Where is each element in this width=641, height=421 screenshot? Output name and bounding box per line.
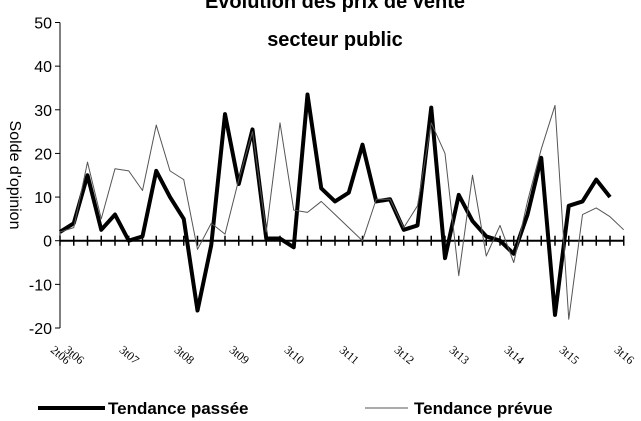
- legend-label: Tendance passée: [108, 399, 248, 418]
- chart-title: Évolution des prix de vente: [205, 0, 465, 13]
- y-axis-label: Solde d'opinion: [6, 121, 23, 230]
- x-tick-label: 3t14: [502, 343, 527, 367]
- legend-label: Tendance prévue: [414, 399, 553, 418]
- y-tick-label: 50: [34, 16, 52, 33]
- legend: Tendance passée Tendance prévue: [38, 399, 553, 418]
- y-tick-label: 0: [43, 234, 52, 251]
- y-tick-label: -20: [29, 321, 52, 338]
- x-tick-label: 3t10: [282, 343, 307, 367]
- y-tick-label: 40: [34, 59, 52, 76]
- series-line: [59, 104, 625, 320]
- y-tick-label: 10: [34, 190, 52, 207]
- x-tick-label: 3t16: [612, 343, 637, 367]
- y-tick-label: 20: [34, 146, 52, 163]
- x-tick-label: 3t07: [117, 343, 142, 367]
- y-tick-label: 30: [34, 103, 52, 120]
- x-tick-label: 3t15: [557, 343, 582, 367]
- x-tick-label: 3t09: [227, 343, 252, 367]
- x-tick-label: 3t08: [172, 343, 197, 367]
- y-tick-label: -10: [29, 277, 52, 294]
- x-tick-label: 3t13: [447, 343, 472, 367]
- chart-subtitle: secteur public: [267, 29, 403, 51]
- x-tick-label: 3t12: [392, 343, 417, 367]
- series-line: [58, 92, 612, 317]
- x-tick-label: 3t11: [337, 343, 362, 367]
